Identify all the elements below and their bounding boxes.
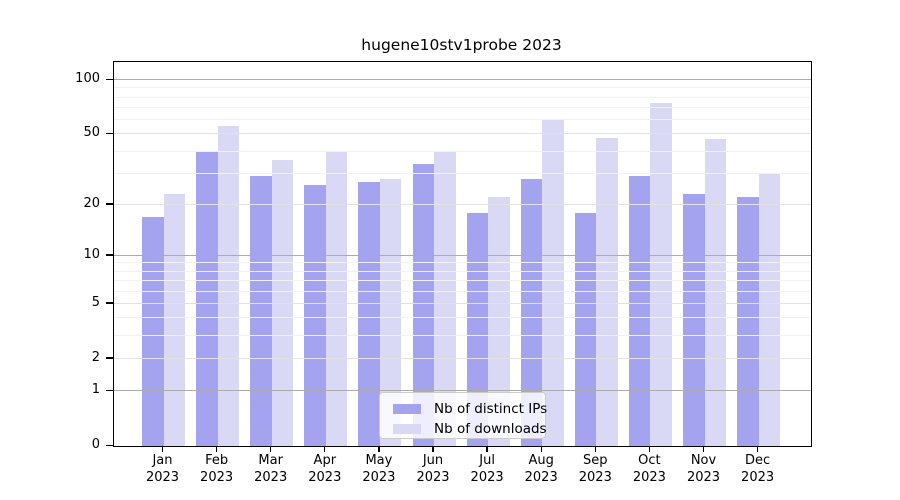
x-tick-jan-2023 (161, 446, 164, 452)
bar-nb-of-distinct-ips-jan-2023 (142, 216, 164, 446)
x-tick-label-mar-2023: Mar 2023 (254, 453, 288, 485)
y-tick-label-20: 20 (83, 195, 100, 211)
gridline-y-30 (114, 172, 811, 174)
gridline-y-90 (114, 87, 811, 89)
x-tick-mar-2023 (270, 446, 272, 452)
y-tick-2 (106, 357, 113, 359)
gridline-y-8 (114, 270, 811, 272)
gridline-y-70 (114, 107, 811, 109)
y-tick-0 (106, 444, 113, 446)
x-tick-label-oct-2023: Oct 2023 (632, 453, 666, 485)
x-tick-nov-2023 (702, 446, 705, 452)
x-tick-label-jan-2023: Jan 2023 (145, 453, 180, 485)
x-tick-jul-2023 (486, 446, 488, 452)
legend-item-nb-of-downloads: Nb of downloads (389, 420, 547, 437)
gridline-y-6 (114, 290, 811, 292)
bar-nb-of-downloads-jan-2023 (163, 194, 185, 446)
x-tick-label-jun-2023: Jun 2023 (416, 453, 450, 485)
x-tick-sep-2023 (594, 446, 596, 452)
chart-title: hugene10stv1probe 2023 (361, 36, 562, 54)
gridline-y-10 (114, 254, 811, 256)
gridline-y-100 (114, 78, 811, 81)
x-tick-aug-2023 (540, 446, 542, 452)
bar-nb-of-downloads-feb-2023 (217, 125, 240, 446)
bar-nb-of-downloads-dec-2023 (758, 173, 781, 446)
gridline-y-3 (114, 335, 811, 337)
x-tick-label-dec-2023: Dec 2023 (741, 453, 775, 485)
x-tick-feb-2023 (215, 446, 218, 452)
bar-nb-of-distinct-ips-apr-2023 (304, 184, 326, 446)
bar-nb-of-downloads-apr-2023 (325, 151, 348, 446)
y-tick-label-50: 50 (83, 125, 100, 141)
x-tick-label-jul-2023: Jul 2023 (470, 453, 504, 485)
bar-nb-of-distinct-ips-dec-2023 (737, 197, 759, 446)
gridline-y-60 (114, 119, 811, 121)
x-tick-dec-2023 (756, 446, 759, 452)
y-tick-label-10: 10 (83, 246, 100, 262)
legend-swatch-nb-of-distinct-ips (393, 403, 421, 414)
y-tick-label-0: 0 (91, 437, 100, 452)
bar-nb-of-downloads-mar-2023 (271, 159, 294, 446)
gridline-y-40 (114, 150, 811, 152)
bar-nb-of-distinct-ips-may-2023 (358, 181, 380, 446)
legend-label-nb-of-distinct-ips: Nb of distinct IPs (434, 400, 548, 417)
bar-nb-of-downloads-may-2023 (379, 179, 402, 446)
bar-nb-of-distinct-ips-jun-2023 (412, 164, 434, 446)
bar-nb-of-downloads-oct-2023 (650, 102, 672, 446)
x-tick-label-aug-2023: Aug 2023 (524, 453, 558, 485)
x-tick-may-2023 (378, 446, 380, 452)
bar-nb-of-downloads-jun-2023 (434, 151, 456, 446)
x-tick-oct-2023 (648, 446, 651, 452)
y-tick-label-100: 100 (75, 71, 100, 87)
bar-nb-of-downloads-aug-2023 (542, 118, 564, 446)
y-tick-50 (106, 132, 113, 135)
y-tick-1 (106, 389, 113, 391)
bar-nb-of-distinct-ips-mar-2023 (250, 176, 272, 446)
gridline-y-2 (114, 357, 811, 359)
bar-nb-of-downloads-sep-2023 (596, 137, 618, 446)
gridline-y-5 (114, 302, 811, 304)
bar-nb-of-downloads-nov-2023 (704, 139, 726, 446)
bar-nb-of-distinct-ips-aug-2023 (520, 179, 543, 446)
gridline-y-20 (114, 203, 811, 205)
gridline-y-1 (114, 389, 811, 392)
legend-item-nb-of-distinct-ips: Nb of distinct IPs (389, 400, 547, 417)
x-tick-apr-2023 (324, 446, 326, 452)
x-tick-label-feb-2023: Feb 2023 (200, 453, 234, 485)
x-tick-label-nov-2023: Nov 2023 (686, 453, 721, 485)
gridline-y-80 (114, 96, 811, 98)
legend-label-nb-of-downloads: Nb of downloads (434, 420, 547, 437)
y-tick-5 (106, 302, 113, 304)
bar-nb-of-distinct-ips-feb-2023 (196, 151, 218, 446)
y-tick-label-5: 5 (91, 294, 100, 310)
legend-swatch-nb-of-downloads (393, 423, 421, 434)
y-tick-10 (106, 254, 113, 256)
x-tick-label-may-2023: May 2023 (362, 453, 396, 485)
gridline-y-7 (114, 280, 811, 282)
x-tick-label-apr-2023: Apr 2023 (308, 453, 342, 485)
gridline-y-9 (114, 262, 811, 264)
x-tick-label-sep-2023: Sep 2023 (578, 453, 612, 485)
plot-area (113, 61, 812, 447)
gridline-y-50 (114, 133, 811, 135)
legend: Nb of distinct IPs Nb of downloads (379, 392, 547, 439)
bar-nb-of-distinct-ips-nov-2023 (683, 194, 705, 446)
bar-nb-of-distinct-ips-oct-2023 (628, 176, 651, 446)
y-tick-20 (106, 203, 113, 205)
gridline-y-4 (114, 317, 811, 319)
y-tick-100 (106, 78, 113, 81)
bar-nb-of-downloads-jul-2023 (488, 197, 510, 446)
bar-nb-of-distinct-ips-sep-2023 (574, 212, 597, 446)
y-tick-label-1: 1 (91, 382, 100, 398)
x-tick-jun-2023 (432, 446, 434, 452)
y-tick-label-2: 2 (91, 349, 100, 365)
